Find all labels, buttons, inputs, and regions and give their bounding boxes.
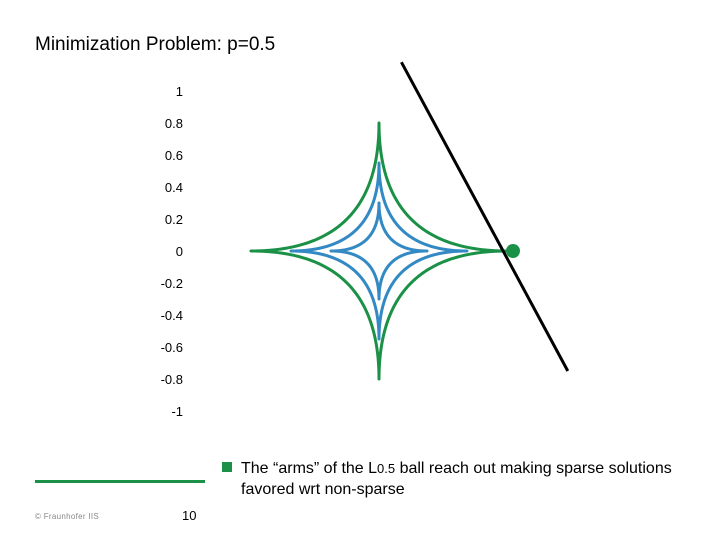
bullet-item: The “arms” of the L0.5 ball reach out ma… (222, 458, 692, 500)
y-tick-label: -1 (171, 404, 183, 419)
y-tick-label: 0.6 (165, 148, 183, 163)
solution-marker-group (506, 244, 520, 258)
copyright: © Fraunhofer IIS (35, 512, 100, 521)
y-tick-label: -0.4 (161, 308, 183, 323)
inner-ball-curve (329, 201, 429, 301)
y-tick-label: -0.6 (161, 340, 183, 355)
y-axis-ticks: 1 0.8 0.6 0.4 0.2 0 -0.2 -0.4 -0.6 -0.8 -1 (161, 84, 183, 419)
y-tick-label: -0.2 (161, 276, 183, 291)
page-number: 10 (182, 508, 197, 523)
bullet-text: The “arms” of the L0.5 ball reach out ma… (241, 458, 692, 500)
square-bullet-icon (222, 462, 232, 472)
y-tick-label: 0 (176, 244, 183, 259)
bullet-text-after: ball reach out making sparse solutions f… (241, 460, 672, 498)
y-tick-label: 0.4 (165, 180, 183, 195)
lp-ball-curves (249, 121, 509, 381)
constraint-line (400, 61, 570, 372)
bullet-subscript: 0.5 (377, 461, 396, 476)
y-tick-label: -0.8 (161, 372, 183, 387)
y-tick-label: 0.2 (165, 212, 183, 227)
constraint-line-group (400, 61, 570, 372)
bullet-text-before: The “arms” of the L (241, 460, 378, 477)
slide-title: Minimization Problem: p=0.5 (35, 34, 276, 55)
y-tick-label: 1 (176, 84, 183, 99)
outer-ball-curve (249, 121, 509, 381)
solution-point (506, 244, 520, 258)
middle-ball-curve (289, 161, 469, 341)
y-tick-label: 0.8 (165, 116, 183, 131)
footer-rule (35, 480, 205, 483)
